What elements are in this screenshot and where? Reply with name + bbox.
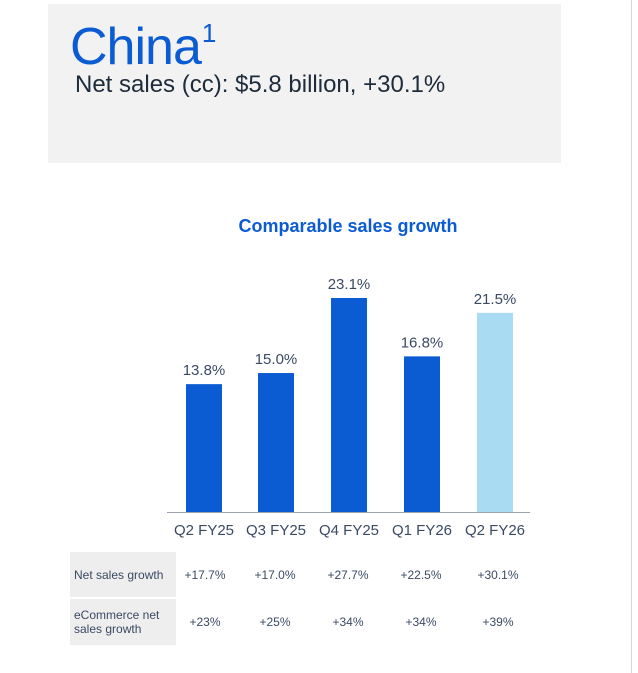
bar-value-label: 21.5% (474, 291, 517, 308)
bar-value-label: 13.8% (183, 362, 226, 379)
x-tick-label: Q2 FY25 (174, 522, 234, 539)
bar (404, 356, 440, 512)
table-cell: +22.5% (400, 568, 442, 582)
x-tick-label: Q3 FY25 (246, 522, 306, 539)
footnote-marker: 1 (201, 18, 217, 48)
net-sales-headline: Net sales (cc): $5.8 billion, +30.1% (75, 71, 446, 98)
region-title: China1 (70, 18, 217, 84)
chart-title: Comparable sales growth (238, 216, 458, 236)
table-cell: +25% (259, 615, 291, 629)
x-tick-label: Q4 FY25 (319, 522, 379, 539)
bar-value-label: 16.8% (401, 334, 444, 351)
bar (258, 373, 294, 512)
bar (186, 384, 222, 512)
row-divider (70, 597, 176, 598)
row-label: eCommerce net sales growth (70, 599, 176, 645)
page-edge-rule (631, 0, 632, 673)
bar (477, 312, 513, 512)
table-cell: +39% (482, 615, 514, 629)
table-cell: +17.7% (184, 568, 226, 582)
table-cell: +30.1% (477, 568, 519, 582)
header-panel (48, 4, 561, 163)
table-cell: +34% (405, 615, 437, 629)
bar-value-label: 23.1% (328, 276, 371, 293)
x-tick-label: Q1 FY26 (392, 522, 452, 539)
row-label: Net sales growth (70, 552, 176, 598)
x-tick-label: Q2 FY26 (465, 522, 525, 539)
bar (331, 298, 367, 512)
table-cell: +27.7% (327, 568, 369, 582)
region-name: China (70, 18, 202, 76)
table-cell: +17.0% (254, 568, 296, 582)
table-cell: +23% (189, 615, 221, 629)
table-cell: +34% (332, 615, 364, 629)
bar-value-label: 15.0% (255, 351, 298, 368)
